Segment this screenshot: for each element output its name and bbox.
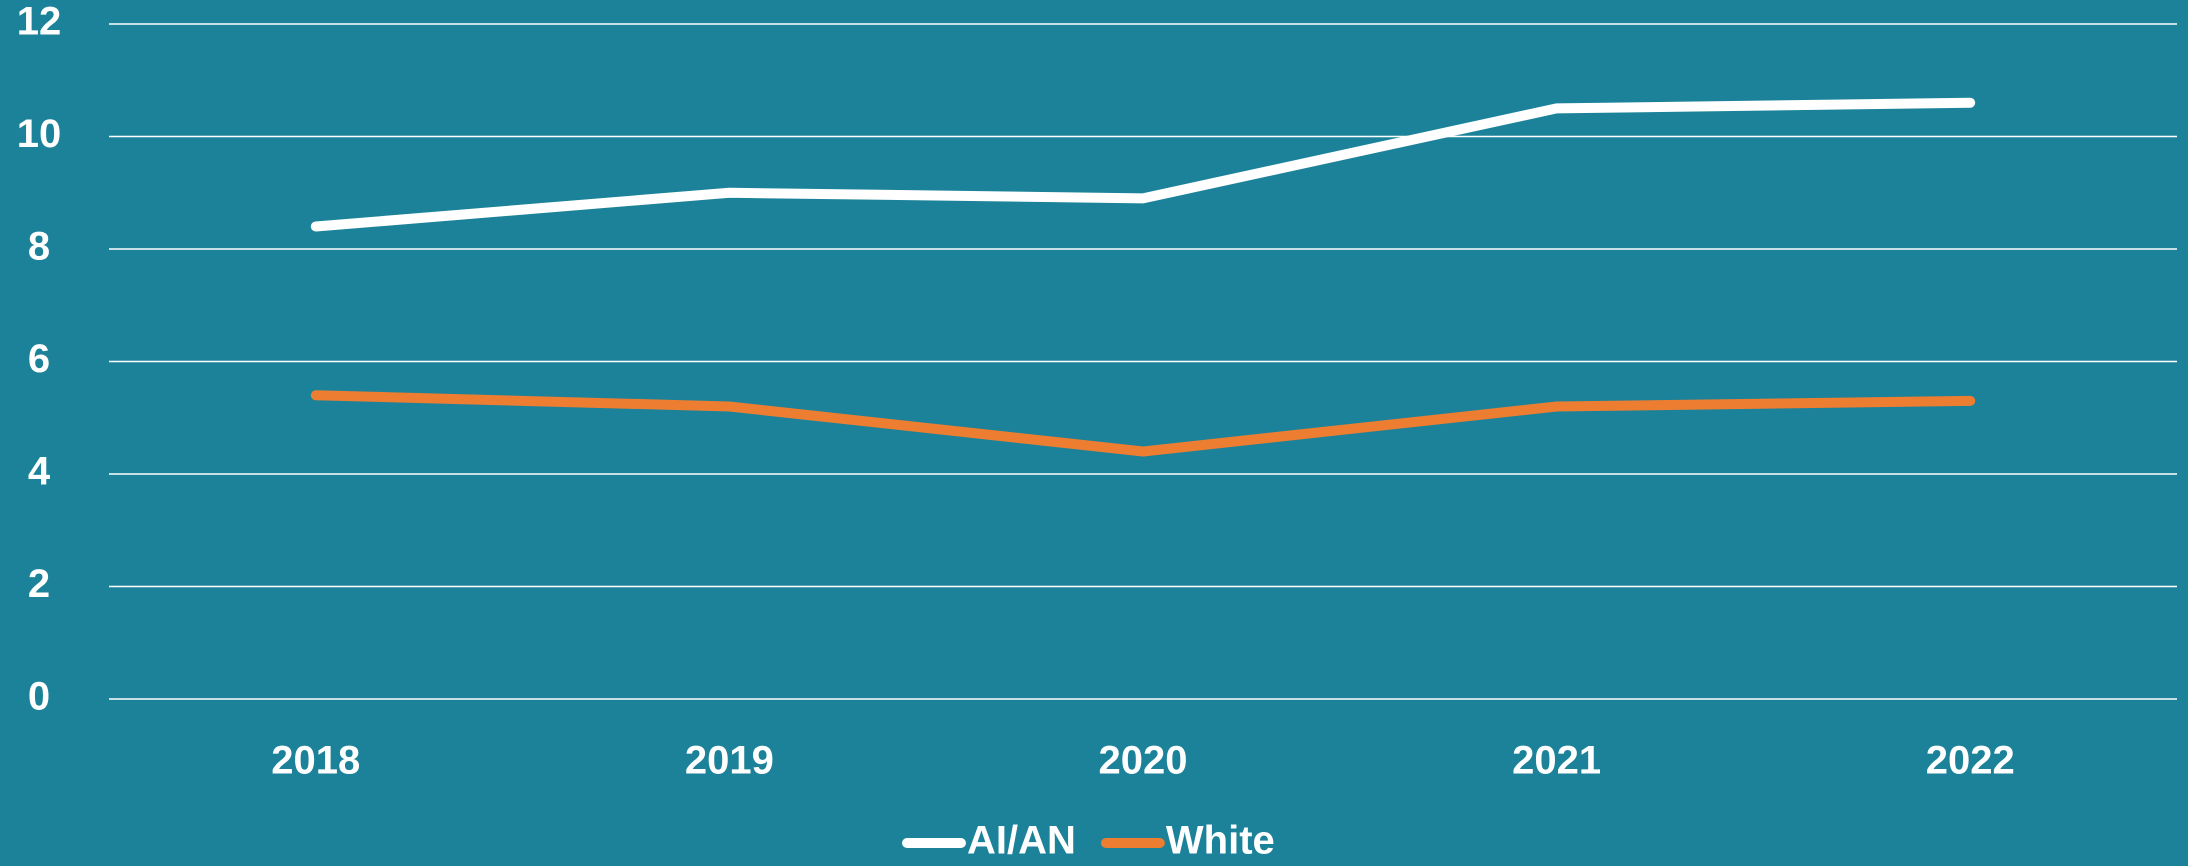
legend-label: White (1166, 819, 1275, 863)
x-tick-label: 2021 (1512, 739, 1601, 783)
legend-label: AI/AN (967, 819, 1076, 863)
x-tick-label: 2019 (685, 739, 774, 783)
line-series (310, 390, 1976, 457)
line-series (310, 97, 1976, 232)
y-tick-label: 8 (28, 225, 50, 269)
y-tick-label: 0 (28, 675, 50, 719)
y-tick-label: 10 (17, 112, 62, 156)
y-tick-label: 2 (28, 562, 50, 606)
x-tick-label: 2022 (1926, 739, 2015, 783)
y-tick-label: 4 (28, 450, 51, 494)
x-tick-label: 2020 (1099, 739, 1188, 783)
y-tick-label: 12 (17, 0, 62, 44)
y-tick-label: 6 (28, 337, 50, 381)
x-tick-label: 2018 (271, 739, 360, 783)
